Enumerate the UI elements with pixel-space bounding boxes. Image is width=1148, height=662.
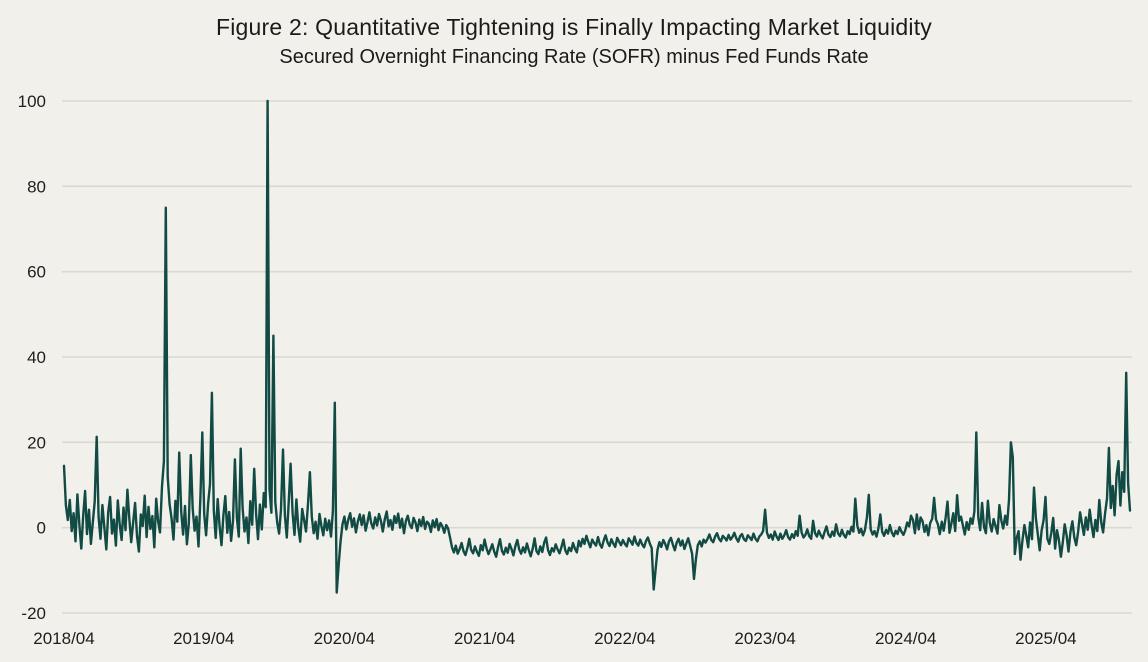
- x-axis-tick-label: 2018/04: [33, 629, 94, 648]
- chart-subtitle: Secured Overnight Financing Rate (SOFR) …: [279, 46, 869, 68]
- x-axis-tick-label: 2022/04: [594, 629, 655, 648]
- x-axis-tick-label: 2019/04: [173, 629, 234, 648]
- x-axis-tick-label: 2025/04: [1015, 629, 1076, 648]
- chart-title: Figure 2: Quantitative Tightening is Fin…: [215, 14, 933, 40]
- y-axis-tick-label: 0: [37, 519, 46, 538]
- x-axis-tick-label: 2023/04: [734, 629, 795, 648]
- y-axis-tick-label: 60: [27, 263, 46, 282]
- y-axis-tick-label: 20: [27, 433, 46, 452]
- y-axis-tick-label: 100: [18, 92, 46, 111]
- x-axis-tick-label: 2021/04: [454, 629, 515, 648]
- x-axis-tick-label: 2024/04: [875, 629, 936, 648]
- data-series-line: [62, 99, 1132, 594]
- y-axis-tick-label: -20: [21, 604, 46, 623]
- y-axis-tick-label: 40: [27, 348, 46, 367]
- x-axis-tick-label: 2020/04: [314, 629, 375, 648]
- y-axis-tick-label: 80: [27, 177, 46, 196]
